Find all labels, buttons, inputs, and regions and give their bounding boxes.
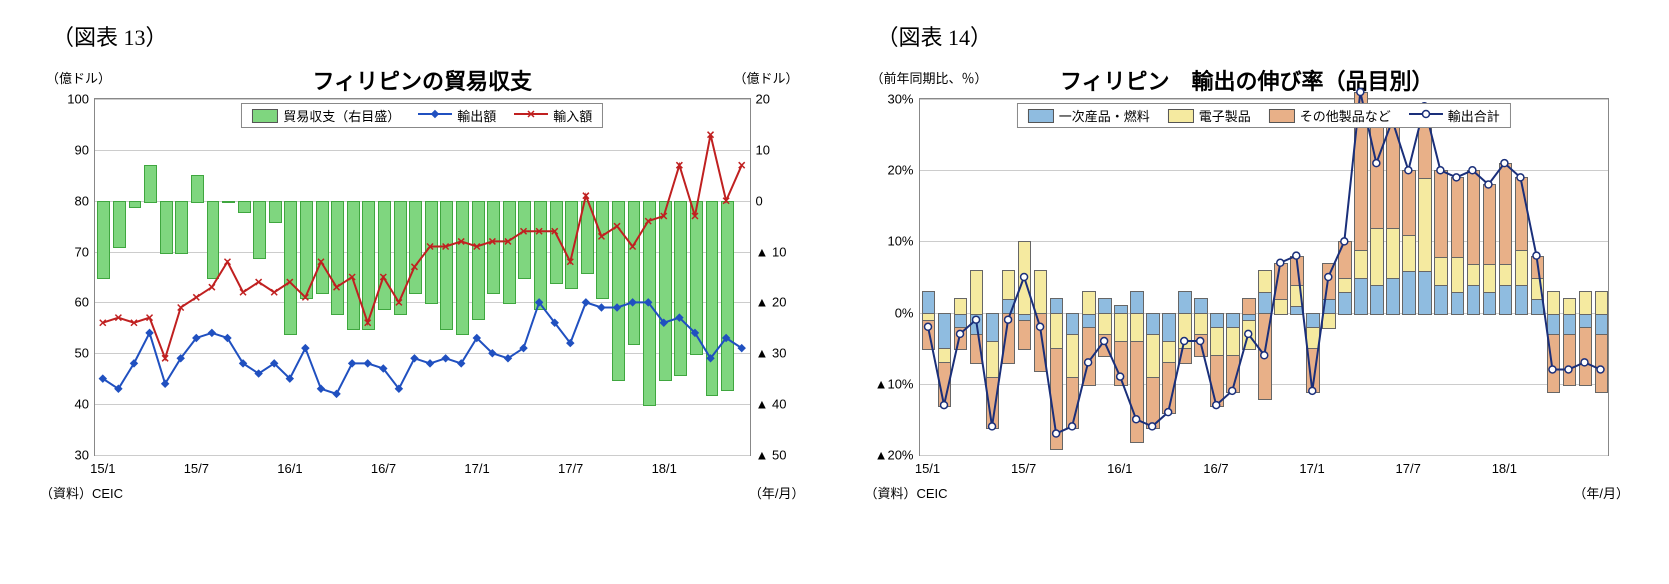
y-tick: ▲10% (875, 376, 920, 391)
plot-area-13: 貿易収支（右目盛） 輸出額 輸入額 3040506070809010020100… (94, 98, 751, 456)
figure-14-label: （図表 14） (877, 20, 1630, 52)
legend-label: 輸出額 (457, 106, 496, 125)
plot-area-14: 一次産品・燃料 電子製品 その他製品など 輸出合計 (919, 98, 1610, 456)
y-tick-left: 50 (75, 346, 95, 361)
figure-13-label: （図表 13） (52, 20, 805, 52)
legend-label: 一次産品・燃料 (1059, 106, 1150, 125)
x-tick: 18/1 (1492, 455, 1517, 476)
x-tick: 16/7 (371, 455, 396, 476)
figure-13-chart: （億ドル） （億ドル） フィリピンの貿易収支 貿易収支（右目盛） 輸出額 輸入額 (40, 56, 805, 526)
y-tick: 20% (887, 163, 919, 178)
y-tick-right: 20 (750, 92, 770, 107)
figure-14-panel: （図表 14） （前年同期比、％） フィリピン 輸出の伸び率（品目別） 一次産品… (865, 20, 1630, 526)
x-tick: 16/1 (277, 455, 302, 476)
legend-item-balance: 貿易収支（右目盛） (252, 106, 400, 125)
y-tick: 0% (895, 305, 920, 320)
chart-14-title: フィリピン 輸出の伸び率（品目別） (865, 64, 1630, 96)
y-tick-right: ▲ 50 (750, 448, 787, 463)
y-tick-right: ▲ 40 (750, 397, 787, 412)
y-tick-left: 40 (75, 397, 95, 412)
legend-label: その他製品など (1300, 106, 1391, 125)
legend-label: 輸出合計 (1448, 106, 1500, 125)
x-tick: 16/1 (1107, 455, 1132, 476)
legend-item-total: 輸出合計 (1409, 106, 1500, 125)
y-tick-left: 70 (75, 244, 95, 259)
x-tick: 15/7 (184, 455, 209, 476)
x-tick: 16/7 (1203, 455, 1228, 476)
x-tick: 15/1 (90, 455, 115, 476)
legend-13: 貿易収支（右目盛） 輸出額 輸入額 (241, 103, 603, 128)
legend-label: 貿易収支（右目盛） (283, 106, 400, 125)
x-label-13: （年/月） (749, 483, 805, 502)
legend-item-exports: 輸出額 (418, 106, 496, 125)
legend-item-primary: 一次産品・燃料 (1028, 106, 1150, 125)
x-tick: 15/7 (1011, 455, 1036, 476)
x-tick: 18/1 (652, 455, 677, 476)
legend-label: 電子製品 (1199, 106, 1251, 125)
y-tick: 10% (887, 234, 919, 249)
x-tick: 17/1 (1299, 455, 1324, 476)
y-tick-right: ▲ 30 (750, 346, 787, 361)
y-tick-right: ▲ 20 (750, 295, 787, 310)
y-tick-right: 10 (750, 142, 770, 157)
x-tick: 17/7 (1396, 455, 1421, 476)
legend-14: 一次産品・燃料 電子製品 その他製品など 輸出合計 (1017, 103, 1511, 128)
figure-14-chart: （前年同期比、％） フィリピン 輸出の伸び率（品目別） 一次産品・燃料 電子製品… (865, 56, 1630, 526)
y-tick-left: 90 (75, 142, 95, 157)
y-tick-left: 100 (67, 92, 95, 107)
y-tick: ▲20% (875, 448, 920, 463)
x-tick: 17/7 (558, 455, 583, 476)
y-tick-left: 80 (75, 193, 95, 208)
x-tick: 15/1 (915, 455, 940, 476)
legend-item-imports: 輸入額 (514, 106, 592, 125)
figure-13-panel: （図表 13） （億ドル） （億ドル） フィリピンの貿易収支 貿易収支（右目盛）… (40, 20, 805, 526)
source-13: （資料）CEIC (40, 483, 123, 502)
legend-item-electronics: 電子製品 (1168, 106, 1251, 125)
chart-13-title: フィリピンの貿易収支 (40, 64, 805, 96)
y-tick-left: 60 (75, 295, 95, 310)
lines-overlay-14 (920, 99, 1609, 455)
legend-item-other: その他製品など (1269, 106, 1391, 125)
lines-overlay-13 (95, 99, 750, 455)
x-tick: 17/1 (464, 455, 489, 476)
legend-label: 輸入額 (553, 106, 592, 125)
source-14: （資料）CEIC (865, 483, 948, 502)
y-tick-right: 0 (750, 193, 763, 208)
y-tick-right: ▲ 10 (750, 244, 787, 259)
y-tick: 30% (887, 92, 919, 107)
x-label-14: （年/月） (1573, 483, 1629, 502)
